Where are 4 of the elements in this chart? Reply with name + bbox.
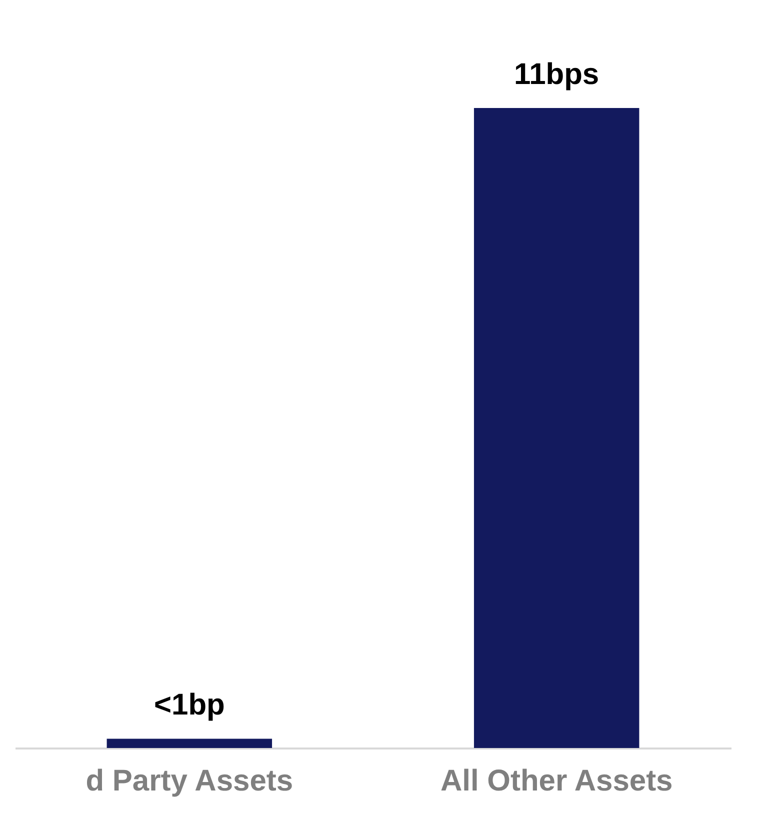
data-label: 11bps: [514, 58, 600, 91]
data-label: <1bp: [154, 688, 225, 722]
x-tick-label: All Other Assets: [440, 764, 673, 798]
x-tick-label: d Party Assets: [86, 764, 294, 798]
